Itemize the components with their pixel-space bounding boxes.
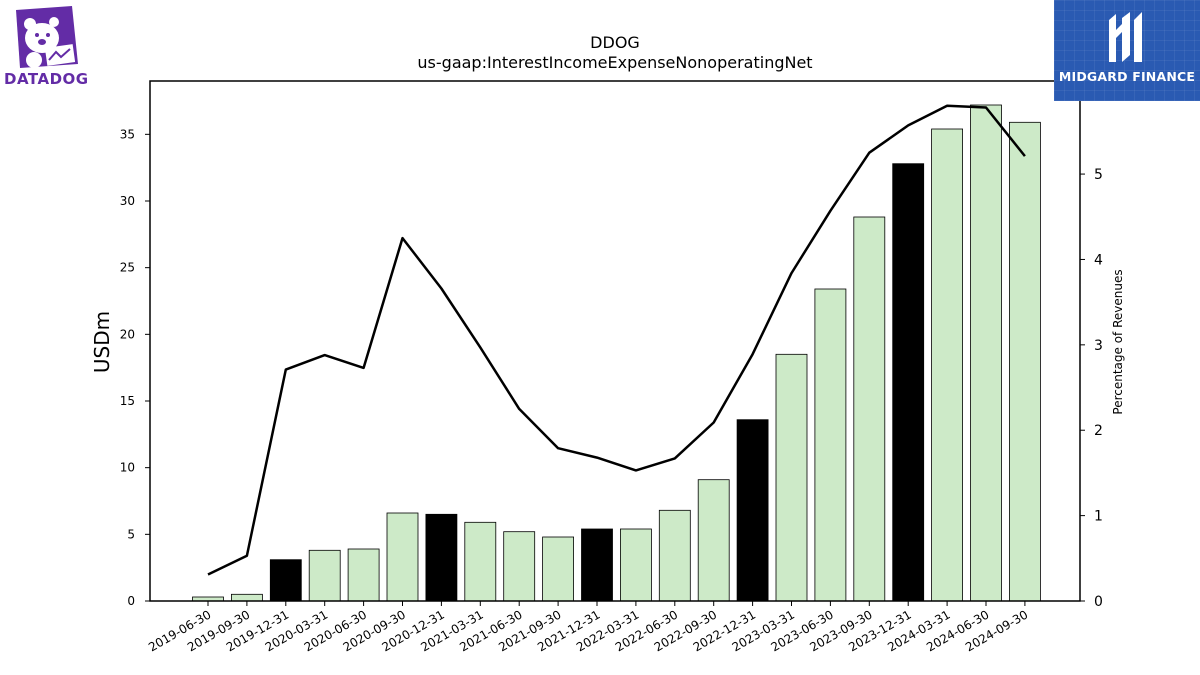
bar-2020-12-31 <box>425 513 458 602</box>
x-axis: 2019-06-302019-09-302019-12-312020-03-31… <box>146 601 1030 654</box>
y2-tick-label: 4 <box>1094 252 1103 268</box>
plot-frame <box>149 80 1081 602</box>
bar-2021-03-31 <box>464 521 497 602</box>
y-tick-label: 30 <box>120 194 135 208</box>
bar-2021-09-30 <box>542 536 574 602</box>
midgard-logo-text: MIDGARD FINANCE <box>1058 69 1196 84</box>
bar-2023-03-31 <box>775 353 808 602</box>
y-axis-right: 0 1 2 3 4 5 <box>1080 167 1103 610</box>
y-tick-label: 20 <box>120 327 135 341</box>
bar-2023-06-30 <box>814 288 847 602</box>
percent-of-revenue-line <box>207 104 1026 576</box>
y-tick-label: 10 <box>120 461 135 475</box>
midgard-mark-icon <box>1109 12 1142 62</box>
bar-2020-03-31 <box>308 549 341 602</box>
bar-2024-09-30 <box>1009 121 1041 602</box>
datadog-logo <box>16 6 78 68</box>
bar-series <box>192 104 1041 602</box>
y-tick-label: 35 <box>120 127 135 141</box>
y2-tick-label: 1 <box>1094 509 1103 525</box>
chart-subtitle: us-gaap:InterestIncomeExpenseNonoperatin… <box>417 53 812 72</box>
bar-2023-12-31 <box>892 163 925 602</box>
chart-title: DDOG <box>590 33 640 52</box>
bar-2021-12-31 <box>581 528 613 602</box>
y2-tick-label: 0 <box>1094 594 1103 610</box>
y2-tick-label: 5 <box>1094 167 1103 183</box>
line-series <box>207 104 1026 576</box>
y2-tick-label: 3 <box>1094 338 1103 354</box>
y2-axis-label: Percentage of Revenues <box>1111 269 1125 414</box>
bar-2019-09-30 <box>230 593 263 602</box>
bar-2020-09-30 <box>386 512 419 602</box>
bar-2021-06-30 <box>503 531 536 602</box>
bar-2022-03-31 <box>620 528 652 602</box>
bar-2024-06-30 <box>970 104 1002 602</box>
y2-tick-label: 2 <box>1094 423 1103 439</box>
bar-2022-09-30 <box>697 479 730 602</box>
bar-2019-12-31 <box>269 559 302 602</box>
y-tick-label: 15 <box>120 394 135 408</box>
y-tick-label: 5 <box>127 527 135 541</box>
bar-2022-12-31 <box>736 419 769 602</box>
datadog-logo-text: DATADOG <box>4 70 89 88</box>
bar-2024-03-31 <box>931 128 963 602</box>
y-tick-label: 0 <box>127 594 135 608</box>
bar-2023-09-30 <box>853 216 886 602</box>
y-axis-label: USDm <box>90 311 114 373</box>
y-axis-left: 0 5 10 15 20 25 30 35 <box>120 127 150 608</box>
bar-2022-06-30 <box>658 509 691 602</box>
midgard-finance-logo: MIDGARD FINANCE <box>1054 0 1200 101</box>
bar-2020-06-30 <box>347 548 380 602</box>
y-tick-label: 25 <box>120 261 135 275</box>
